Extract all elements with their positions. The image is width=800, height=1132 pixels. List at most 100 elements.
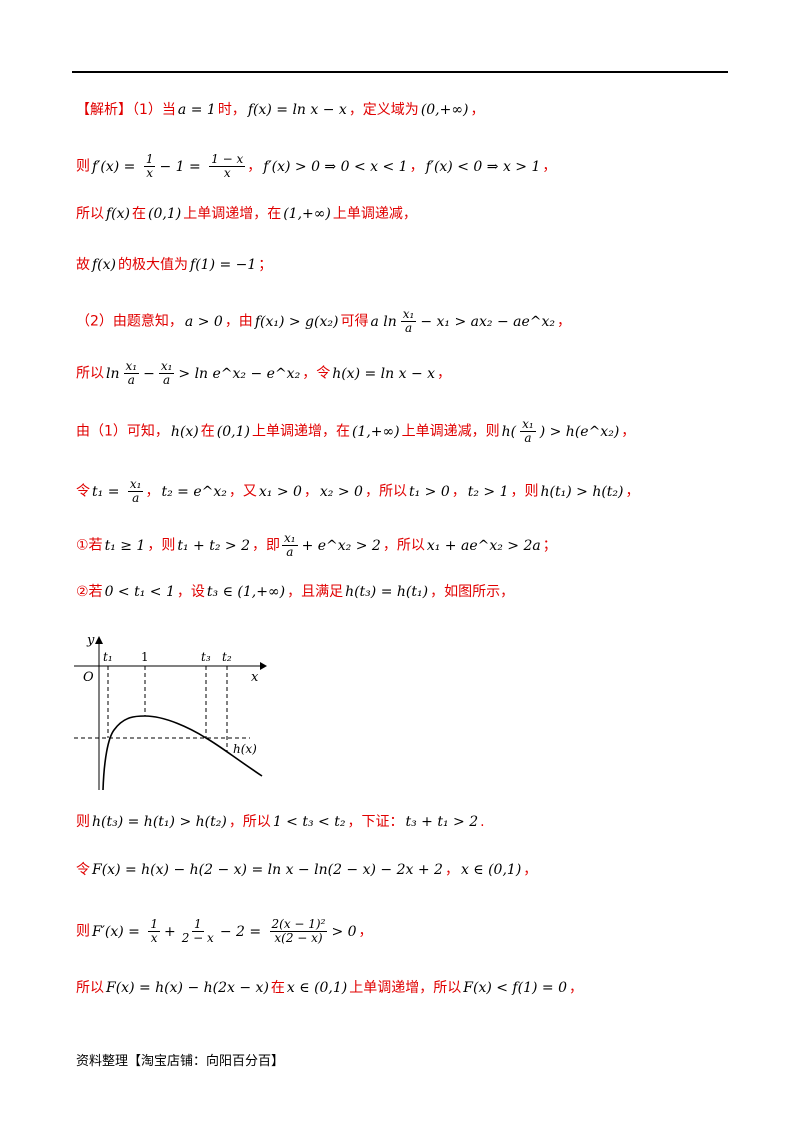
explanation-text: 可得 <box>340 313 369 330</box>
explanation-text: ， <box>542 158 557 175</box>
explanation-text: ， <box>247 158 262 175</box>
explanation-text: . <box>480 814 485 830</box>
math-expression: t₃ ∈ (1,+∞) <box>206 584 286 600</box>
explanation-text: ， <box>145 483 160 500</box>
math-expression: − 2 = <box>219 923 266 940</box>
h-curve <box>102 715 263 791</box>
explanation-text: ； <box>542 537 557 554</box>
math-expression: > 0 <box>331 923 357 940</box>
math-expression: x₁ + ae^x₂ > 2a <box>426 537 541 554</box>
explanation-text: ， <box>621 423 636 440</box>
explanation-text: 上单调递减，则 <box>401 423 500 440</box>
explanation-text: ，又 <box>228 483 257 500</box>
solution-line: 则 f′(x) = 1 x − 1 = 1 − x x， f′(x) > 0 ⇒ 0 < … <box>76 153 556 180</box>
math-expression: − 1 = <box>159 158 206 175</box>
math-expression: f(x) = ln x − x <box>247 102 347 118</box>
math-expression: x ∈ (0,1) <box>286 980 348 996</box>
explanation-text: ，所以 <box>228 814 271 830</box>
math-expression: t₃ + t₁ > 2 <box>405 814 479 830</box>
fraction-denominator: x(2 − x) <box>274 931 323 945</box>
solution-line: 所以 ln x₁ a − x₁ a > ln e^x₂ − e^x₂ ，令 h(x) = ln x… <box>76 360 451 387</box>
solution-line: （2）由题意知， a > 0 ，由 f(x₁) > g(x₂) 可得 a ln x₁ a − x… <box>76 308 571 335</box>
tick-label-t3: t₃ <box>201 650 211 664</box>
explanation-text: 在 <box>132 206 147 222</box>
solution-line: 则 h(t₃) = h(t₁) > h(t₂) ，所以 1 < t₃ < t₂ ，下证：… <box>76 812 485 832</box>
explanation-text: 上单调递减， <box>332 206 417 222</box>
explanation-text: ，则 <box>510 483 539 500</box>
math-expression: F(x) < f(1) = 0 <box>463 980 567 996</box>
math-expression: x₂ > 0 <box>319 483 363 500</box>
fraction-denominator: x <box>223 166 231 180</box>
math-expression: h(t₁) > h(t₂) <box>540 483 624 500</box>
math-expression: F′(x) = <box>92 923 145 940</box>
solution-line: 故 f(x) 的极大值为 f(1) = −1； <box>76 255 272 275</box>
explanation-text: 【解析】（1）当 <box>76 102 176 118</box>
math-expression: t₁ = <box>92 483 124 500</box>
explanation-text: 则 <box>76 923 90 940</box>
fraction-denominator: x <box>146 166 154 180</box>
explanation-text: （2）由题意知， <box>76 313 183 330</box>
explanation-text: ， <box>409 158 424 175</box>
explanation-text: ， <box>451 483 466 500</box>
explanation-text: ， <box>625 483 640 500</box>
explanation-text: 时， <box>217 102 246 118</box>
fraction-numerator: x₁ <box>127 477 144 492</box>
solution-line: 由（1）可知， h(x) 在 (0,1) 上单调递增，在 (1,+∞) 上单调递减，则 h(x… <box>76 418 635 445</box>
fraction-denominator: a <box>404 321 413 335</box>
explanation-text: ； <box>258 257 273 273</box>
h-function-graph: y x O t₁ 1 t₃ t₂ h(x) <box>74 633 267 791</box>
origin-label: O <box>83 670 94 685</box>
math-expression: > ln e^x₂ − e^x₂ <box>178 365 301 382</box>
explanation-text: 故 <box>76 257 90 273</box>
explanation-text: ，所以 <box>364 483 407 500</box>
math-expression: (1,+∞) <box>283 206 331 222</box>
fraction-denominator: a <box>132 491 140 505</box>
curve-label: h(x) <box>233 742 257 756</box>
solution-line: 所以 f(x) 在 (0,1) 上单调递增，在 (1,+∞) 上单调递减， <box>76 204 417 224</box>
solution-line: 令 t₁ = x₁ a， t₂ = e^x₂ ，又 x₁ > 0， x₂ > 0 ，所以 t₁ … <box>76 478 640 505</box>
fraction-numerator: x₁ <box>520 417 536 432</box>
fraction-denominator: x <box>150 931 158 945</box>
math-expression: h(x) <box>170 423 199 440</box>
explanation-text: ， <box>568 980 583 996</box>
math-expression: (0,+∞) <box>420 102 469 118</box>
fraction: 2(x − 1)² x(2 − x) <box>269 918 328 945</box>
math-expression: f′(x) < 0 ⇒ x > 1 <box>425 158 541 175</box>
math-expression: (0,1) <box>216 423 250 440</box>
footer-note: 资料整理【淘宝店铺：向阳百分百】 <box>76 1054 285 1069</box>
explanation-text: ， <box>557 313 572 330</box>
math-expression: f(1) = −1 <box>190 257 257 273</box>
math-expression: f′(x) > 0 ⇒ 0 < x < 1 <box>263 158 408 175</box>
fraction: x₁ a <box>400 307 417 335</box>
explanation-text: 令 <box>76 483 90 500</box>
y-label: y <box>86 633 95 648</box>
explanation-text: ②若 <box>76 584 103 600</box>
math-expression: (0,1) <box>148 206 182 222</box>
fraction: x₁ a <box>127 477 144 505</box>
fraction: x₁ a <box>123 360 140 387</box>
fraction-numerator: 1 <box>143 152 156 167</box>
fraction: x₁ a <box>520 418 536 445</box>
explanation-text: ，定义域为 <box>348 102 419 118</box>
tick-label-t2: t₂ <box>222 650 232 664</box>
fraction-numerator: x₁ <box>158 359 175 374</box>
math-expression: F(x) = h(x) − h(2x − x) <box>106 980 269 996</box>
explanation-text: 在 <box>200 423 215 440</box>
explanation-text: ，即 <box>252 537 280 554</box>
fraction-numerator: 1 − x <box>209 152 246 167</box>
math-expression: t₁ > 0 <box>408 483 450 500</box>
math-expression: f(x) <box>106 206 131 222</box>
explanation-text: ， <box>470 102 485 118</box>
x-axis-arrow <box>260 662 267 670</box>
math-expression: a = 1 <box>177 102 216 118</box>
solution-line: ①若 t₁ ≥ 1 ，则 t₁ + t₂ > 2 ，即 x₁ a + e^x₂ > 2 ，所以 x… <box>76 532 557 559</box>
explanation-text: ， <box>437 365 452 382</box>
explanation-text: 上单调递增，在 <box>251 423 350 440</box>
math-expression: F(x) = h(x) − h(2 − x) = ln x − ln(2 − x… <box>92 862 443 878</box>
fraction-numerator: x₁ <box>282 531 298 546</box>
explanation-text: 上单调递增，所以 <box>349 980 462 996</box>
fraction-denominator: a <box>524 431 532 445</box>
solution-line: 则 F′(x) = 1 x +1 2 − x − 2 = 2(x − 1)² x(2 − x… <box>76 918 373 945</box>
solution-line: 所以 F(x) = h(x) − h(2x − x) 在 x ∈ (0,1) 上单调递增… <box>76 978 583 998</box>
fraction-numerator: x₁ <box>400 307 417 322</box>
